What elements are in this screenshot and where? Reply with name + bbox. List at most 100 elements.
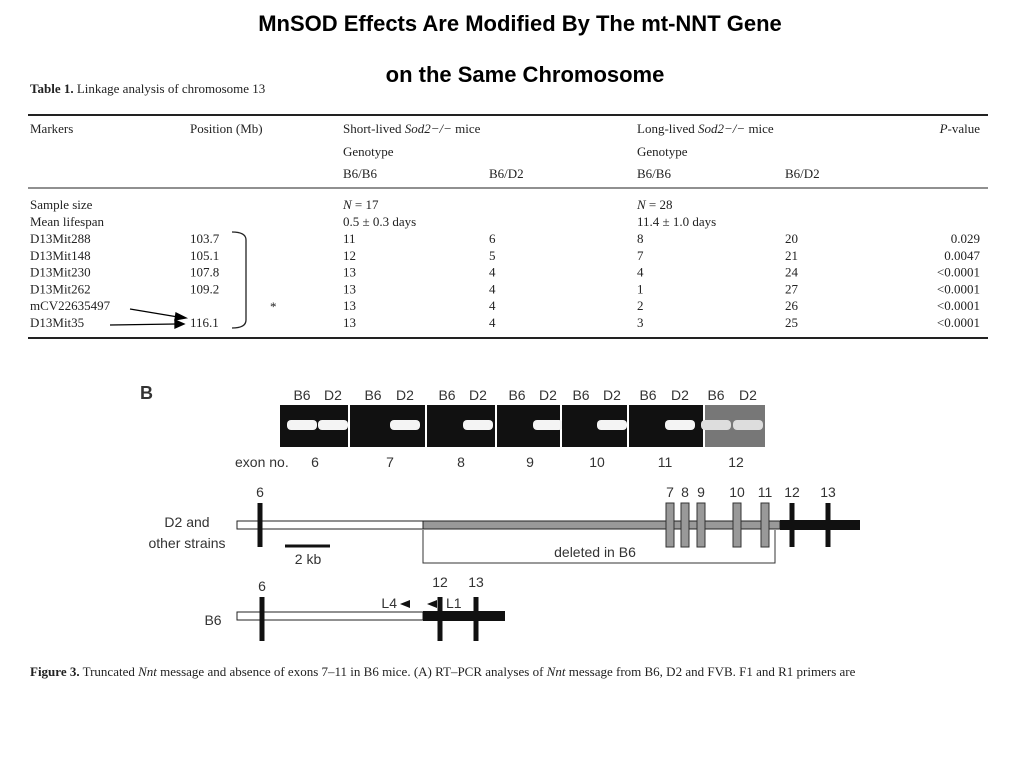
cell: 20: [785, 231, 798, 246]
text: -value: [948, 121, 981, 136]
text: Nnt: [137, 664, 157, 679]
col-header: Position (Mb): [190, 121, 263, 136]
exon-number: 7: [386, 454, 394, 470]
lane-label: B6: [438, 387, 455, 403]
strain-label: B6: [204, 612, 221, 628]
cell: 3: [637, 315, 644, 330]
cell: 13: [343, 281, 356, 296]
cell: 1: [637, 281, 644, 296]
exon: [825, 503, 831, 547]
exon-number: 6: [256, 484, 264, 500]
col-header: Long-lived Sod2−/− mice: [637, 121, 774, 136]
row-label: D13Mit35: [30, 315, 84, 330]
cell: 26: [785, 298, 799, 313]
cell: 103.7: [190, 231, 220, 246]
cell: 8: [637, 231, 644, 246]
col-header: Short-lived Sod2−/− mice: [343, 121, 481, 136]
cell: <0.0001: [937, 315, 980, 330]
lane-label: B6: [707, 387, 724, 403]
intron: [236, 520, 424, 530]
cell: <0.0001: [937, 265, 980, 280]
col-header: B6/B6: [343, 166, 377, 181]
text: Nnt: [546, 664, 566, 679]
title: MnSOD Effects Are Modified By The mt-NNT…: [258, 11, 782, 36]
gel-band: [533, 420, 563, 430]
cell: 11.4 ± 1.0 days: [637, 214, 716, 229]
cell: 2: [637, 298, 644, 313]
col-header: B6/D2: [489, 166, 524, 181]
cell: 6: [489, 231, 496, 246]
lane-label: B6: [293, 387, 310, 403]
cell: 105.1: [190, 248, 219, 263]
gene: Sod2−/−: [405, 121, 452, 136]
col-header: B6/D2: [785, 166, 820, 181]
exon-number: 11: [758, 484, 773, 500]
exon: [760, 502, 770, 548]
table-rules: [28, 114, 988, 339]
row-label: D13Mit288: [30, 231, 91, 246]
col-header: P-value: [939, 121, 981, 136]
cell: 12: [343, 248, 356, 263]
intron: [236, 611, 424, 621]
intron: [780, 520, 860, 530]
deleted-box: [422, 530, 776, 564]
arrow: [129, 308, 179, 318]
lane-label: D2: [671, 387, 689, 403]
lane-label: D2: [324, 387, 342, 403]
exon-number: 13: [468, 574, 484, 590]
cell: 4: [489, 281, 496, 296]
caption-text: Linkage analysis of chromosome 13: [77, 81, 265, 96]
title: on the Same Chromosome: [386, 62, 665, 87]
cell: 13: [343, 265, 356, 280]
text: = 17: [355, 197, 379, 212]
gene: Sod2−/−: [698, 121, 745, 136]
cell: 4: [489, 265, 496, 280]
cell: 25: [785, 315, 798, 330]
cell: 5: [489, 248, 496, 263]
lane-label: D2: [603, 387, 621, 403]
col-header: Genotype: [343, 144, 394, 159]
arrow-head: [174, 312, 189, 321]
text: Short-lived: [343, 121, 402, 136]
exon-number: 7: [666, 484, 674, 500]
gel-band: [390, 420, 420, 430]
lane-label: D2: [396, 387, 414, 403]
exon-number: 6: [311, 454, 319, 470]
text: Figure 3.: [30, 664, 80, 679]
text: = 28: [649, 197, 673, 212]
table-caption: Table 1. Linkage analysis of chromosome …: [30, 81, 265, 96]
asterisk: *: [270, 299, 277, 314]
text: mice: [748, 121, 773, 136]
cell: <0.0001: [937, 298, 980, 313]
exon: [732, 502, 742, 548]
intron: [423, 611, 505, 621]
exon-number: 6: [258, 578, 266, 594]
text: message from B6, D2 and FVB. F1 and R1 p…: [569, 664, 856, 679]
gel-band: [733, 420, 763, 430]
col-header: Genotype: [637, 144, 688, 159]
exon: [473, 597, 479, 641]
lane-label: D2: [739, 387, 757, 403]
exon: [665, 502, 675, 548]
row-label: D13Mit262: [30, 281, 91, 296]
cell: 107.8: [190, 265, 219, 280]
primer-arrows: [400, 600, 437, 608]
cell: 0.0047: [944, 248, 980, 263]
primer: L1: [446, 595, 462, 611]
text: N: [636, 197, 647, 212]
intron: [422, 520, 781, 530]
col-header: B6/B6: [637, 166, 671, 181]
cell: 24: [785, 265, 799, 280]
exon-number: 9: [526, 454, 534, 470]
exon-number: 11: [658, 454, 673, 470]
gel: [280, 405, 765, 447]
gel-band: [318, 420, 348, 430]
caption-label: Table 1.: [30, 81, 74, 96]
lane-label: D2: [469, 387, 487, 403]
exon-number: 12: [432, 574, 448, 590]
gel-band: [463, 420, 493, 430]
cell: 0.5 ± 0.3 days: [343, 214, 416, 229]
exon-number: 9: [697, 484, 705, 500]
lane-label: B6: [508, 387, 525, 403]
